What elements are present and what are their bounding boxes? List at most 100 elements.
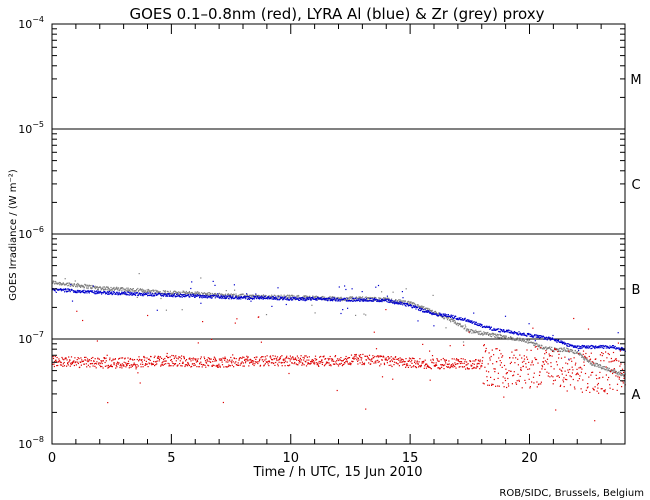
red-goes-point (71, 363, 73, 365)
grey-proxy-point (586, 360, 588, 362)
red-goes-point (600, 388, 602, 390)
blue-proxy-point (244, 297, 246, 299)
red-goes-point (412, 357, 414, 359)
red-goes-point (107, 367, 109, 369)
blue-proxy-point (229, 296, 231, 298)
blue-proxy-point (214, 284, 216, 286)
grey-proxy-point (124, 288, 126, 290)
red-goes-point (518, 379, 520, 381)
blue-proxy-point (332, 300, 334, 302)
grey-proxy-point (575, 352, 577, 354)
red-goes-point (379, 356, 381, 358)
grey-proxy-point (115, 288, 117, 290)
grey-proxy-point (52, 281, 54, 283)
red-goes-point (408, 359, 410, 361)
red-goes-point (160, 365, 162, 367)
red-goes-point (535, 345, 537, 348)
red-goes-point (215, 365, 217, 367)
red-goes-point (396, 358, 398, 360)
grey-proxy-point (99, 286, 101, 288)
blue-proxy-point (63, 289, 65, 291)
blue-proxy-point (546, 336, 548, 339)
red-goes-point (111, 366, 113, 368)
red-goes-point (309, 363, 311, 365)
red-goes-point (170, 365, 172, 367)
grey-proxy-point (73, 283, 75, 285)
red-goes-point (116, 363, 118, 365)
red-goes-point (63, 361, 65, 364)
red-goes-point (451, 365, 453, 367)
blue-proxy-point (67, 290, 69, 292)
blue-proxy-point (373, 298, 375, 301)
blue-proxy-point (246, 293, 248, 295)
grey-proxy-point (560, 347, 563, 349)
red-goes-point (375, 348, 378, 350)
grey-proxy-point (413, 302, 415, 304)
blue-proxy-point (83, 291, 85, 294)
blue-proxy-point (587, 347, 589, 349)
grey-proxy-point (497, 337, 499, 339)
red-goes-point (476, 363, 478, 365)
red-goes-point (241, 361, 243, 363)
blue-proxy-point (488, 326, 490, 329)
red-goes-point (334, 355, 337, 357)
red-goes-point (433, 362, 435, 364)
red-goes-point (493, 378, 495, 381)
red-goes-point (168, 356, 170, 359)
blue-proxy-point (243, 296, 245, 298)
blue-proxy-point (150, 292, 152, 294)
red-goes-point (516, 380, 518, 382)
blue-proxy-point (444, 313, 446, 315)
red-goes-point (622, 382, 624, 384)
red-goes-point (275, 361, 277, 364)
red-goes-point (143, 355, 145, 358)
grey-proxy-point (61, 284, 63, 286)
red-goes-point (330, 364, 332, 366)
blue-proxy-point (160, 295, 163, 297)
red-goes-point (601, 388, 603, 390)
blue-proxy-point (574, 346, 576, 348)
blue-proxy-point (302, 299, 304, 301)
blue-proxy-point (426, 311, 428, 313)
blue-proxy-point (147, 294, 149, 296)
blue-proxy-point (447, 314, 449, 316)
grey-proxy-point (103, 289, 105, 291)
red-goes-point (95, 363, 98, 365)
red-goes-point (362, 353, 364, 355)
grey-proxy-point (369, 296, 371, 299)
grey-proxy-point (328, 298, 330, 300)
red-goes-point (276, 356, 279, 358)
grey-proxy-point (96, 286, 98, 289)
blue-proxy-point (399, 301, 401, 303)
flare-class-label: M (630, 73, 641, 88)
grey-proxy-point (612, 370, 614, 372)
blue-proxy-point (283, 297, 285, 299)
red-goes-point (82, 360, 84, 362)
blue-proxy-point (83, 291, 85, 294)
blue-proxy-point (79, 290, 81, 292)
blue-proxy-point (447, 315, 449, 317)
red-goes-point (317, 364, 319, 366)
red-goes-point (278, 358, 280, 360)
red-goes-point (499, 364, 501, 366)
red-goes-point (460, 361, 463, 363)
red-goes-point (189, 357, 191, 359)
blue-proxy-point (123, 292, 125, 294)
blue-proxy-point (169, 293, 171, 295)
grey-proxy-point (246, 294, 249, 297)
blue-proxy-point (182, 294, 184, 296)
red-goes-point (256, 361, 258, 363)
blue-proxy-point (381, 298, 383, 301)
grey-proxy-point (181, 309, 183, 311)
red-goes-point (286, 355, 288, 357)
red-goes-point (547, 375, 549, 377)
blue-proxy-point (126, 293, 128, 295)
red-goes-point (594, 420, 596, 422)
grey-proxy-point (583, 356, 585, 358)
red-goes-point (106, 365, 108, 367)
red-goes-point (138, 360, 140, 362)
grey-proxy-point (525, 341, 528, 343)
red-goes-point (538, 383, 540, 385)
red-goes-point (608, 361, 610, 363)
grey-proxy-point (307, 296, 309, 298)
